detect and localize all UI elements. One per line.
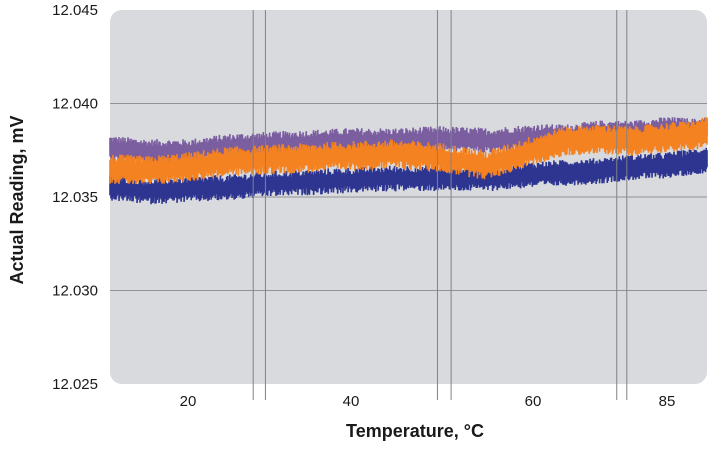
series-band-1: [109, 147, 708, 205]
y-axis-title: Actual Reading, mV: [7, 115, 27, 284]
y-tick-label: 12.035: [52, 189, 98, 206]
series-band-2: [109, 117, 708, 185]
x-tick-label: 60: [525, 393, 542, 410]
y-tick-labels: 12.025 12.030 12.035 12.040 12.045: [52, 2, 98, 393]
x-tick-label: 85: [659, 393, 676, 410]
x-tick-label: 40: [343, 393, 360, 410]
y-tick-label: 12.040: [52, 96, 98, 113]
y-tick-label: 12.045: [52, 2, 98, 19]
temperature-dividers: [252, 10, 628, 400]
x-axis-title: Temperature, °C: [346, 421, 484, 441]
y-tick-label: 12.025: [52, 376, 98, 393]
series-group: [109, 117, 708, 205]
x-tick-label: 20: [180, 393, 197, 410]
x-tick-labels: 20 40 60 85: [180, 393, 676, 410]
y-tick-label: 12.030: [52, 283, 98, 300]
